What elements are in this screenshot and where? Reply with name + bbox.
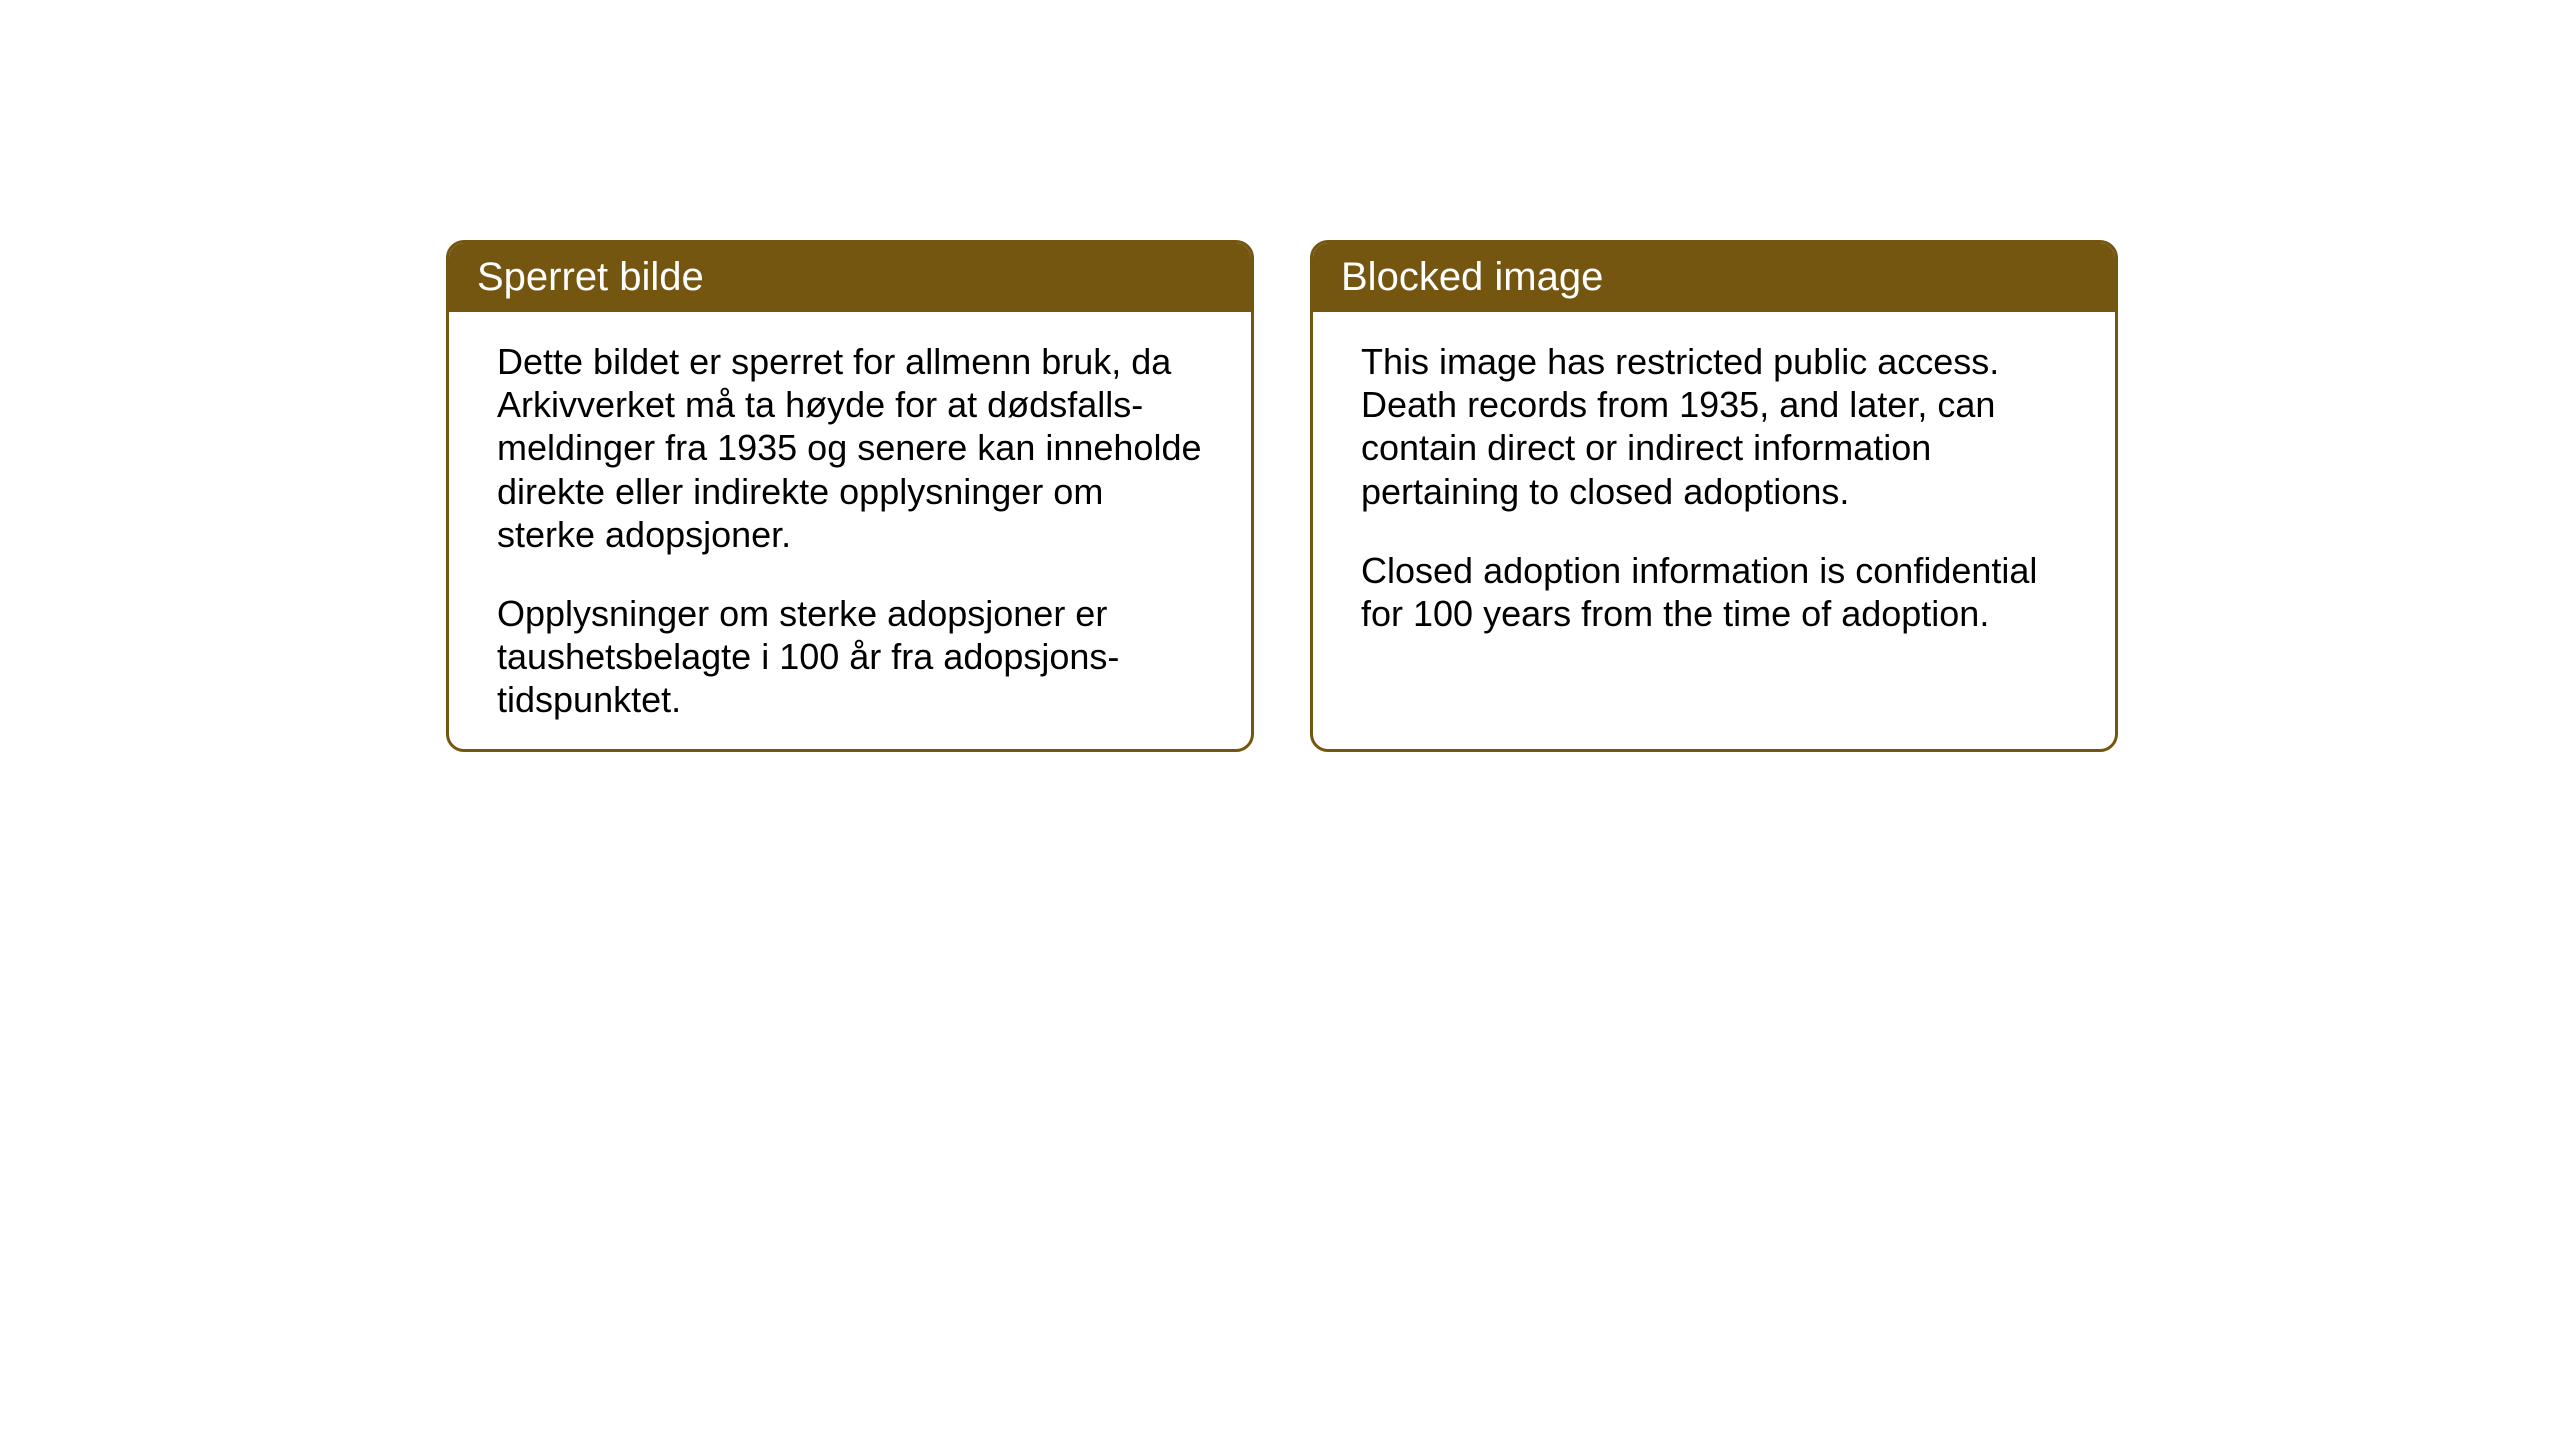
info-box-norwegian-paragraph-1: Dette bildet er sperret for allmenn bruk… bbox=[497, 340, 1203, 556]
info-box-norwegian-title: Sperret bilde bbox=[477, 255, 704, 299]
info-box-english-header: Blocked image bbox=[1313, 243, 2115, 312]
info-box-norwegian-paragraph-2: Opplysninger om sterke adopsjoner er tau… bbox=[497, 592, 1203, 722]
info-box-english-paragraph-2: Closed adoption information is confident… bbox=[1361, 549, 2067, 635]
info-boxes-container: Sperret bilde Dette bildet er sperret fo… bbox=[446, 240, 2560, 752]
info-box-norwegian-header: Sperret bilde bbox=[449, 243, 1251, 312]
info-box-english-title: Blocked image bbox=[1341, 255, 1603, 299]
info-box-norwegian: Sperret bilde Dette bildet er sperret fo… bbox=[446, 240, 1254, 752]
info-box-norwegian-body: Dette bildet er sperret for allmenn bruk… bbox=[449, 312, 1251, 752]
info-box-english-body: This image has restricted public access.… bbox=[1313, 312, 2115, 675]
info-box-english-paragraph-1: This image has restricted public access.… bbox=[1361, 340, 2067, 513]
info-box-english: Blocked image This image has restricted … bbox=[1310, 240, 2118, 752]
